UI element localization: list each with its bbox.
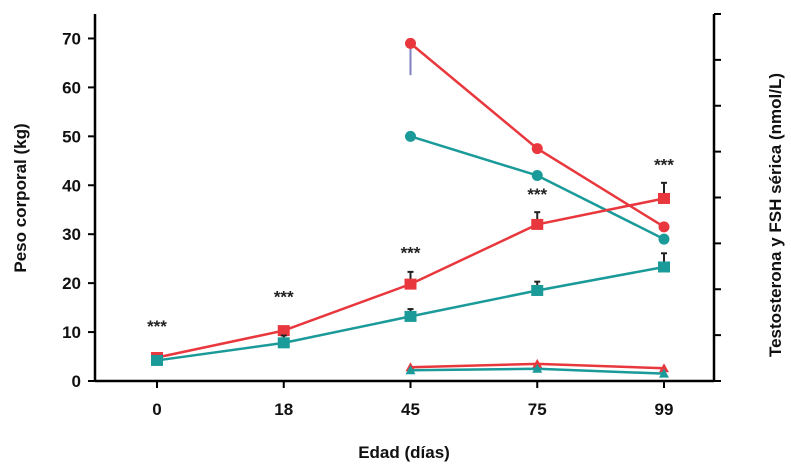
y2-axis-title: Testosterona y FSH sérica (nmol/L) xyxy=(766,73,785,357)
data-point xyxy=(531,284,544,296)
data-point xyxy=(532,358,543,368)
y-axis-title: Peso corporal (kg) xyxy=(11,123,30,272)
y-tick-label: 70 xyxy=(62,29,81,48)
y-tick-label: 20 xyxy=(62,274,81,293)
x-axis-title: Edad (días) xyxy=(358,443,450,462)
series-layer xyxy=(151,37,670,378)
series-1 xyxy=(405,130,670,245)
series-0 xyxy=(405,37,670,233)
x-tick-label: 75 xyxy=(528,400,547,419)
data-point xyxy=(658,192,670,204)
right-ticks xyxy=(714,13,721,382)
data-point xyxy=(658,261,670,273)
data-point xyxy=(405,365,416,375)
left-ticks: 0 10 20 30 40 50 60 70 xyxy=(62,29,95,391)
x-tick-label: 0 xyxy=(152,400,161,419)
significance-label: *** xyxy=(527,185,547,204)
series-2 xyxy=(151,181,670,364)
data-point xyxy=(531,169,543,181)
y-tick-label: 10 xyxy=(62,323,81,342)
data-point xyxy=(404,278,417,290)
data-point xyxy=(531,143,543,155)
y-tick-label: 50 xyxy=(62,127,81,146)
significance-label: *** xyxy=(274,288,294,307)
data-point xyxy=(532,363,543,373)
data-point xyxy=(277,325,290,337)
axes xyxy=(93,14,716,383)
x-tick-label: 99 xyxy=(655,400,674,419)
data-point xyxy=(659,368,669,378)
y-tick-label: 0 xyxy=(72,372,81,391)
series-5 xyxy=(405,363,669,378)
x-ticks: 0 18 45 75 99 xyxy=(152,381,673,419)
significance-label: *** xyxy=(654,156,674,175)
x-tick-label: 18 xyxy=(274,400,293,419)
data-point xyxy=(659,363,669,373)
significance-label: *** xyxy=(401,244,421,263)
y-tick-label: 30 xyxy=(62,225,81,244)
y-tick-label: 40 xyxy=(62,176,81,195)
series-3 xyxy=(151,252,670,366)
significance-label: *** xyxy=(147,317,167,336)
data-point xyxy=(405,37,416,49)
data-point xyxy=(277,337,290,349)
data-point xyxy=(405,130,416,142)
data-point xyxy=(658,233,670,245)
data-point xyxy=(658,221,670,233)
y-tick-label: 60 xyxy=(62,78,81,97)
data-point xyxy=(531,218,544,230)
data-point xyxy=(151,354,163,366)
significance-layer: *** *** *** *** *** xyxy=(147,156,674,336)
data-point xyxy=(404,310,417,322)
x-tick-label: 45 xyxy=(401,400,420,419)
